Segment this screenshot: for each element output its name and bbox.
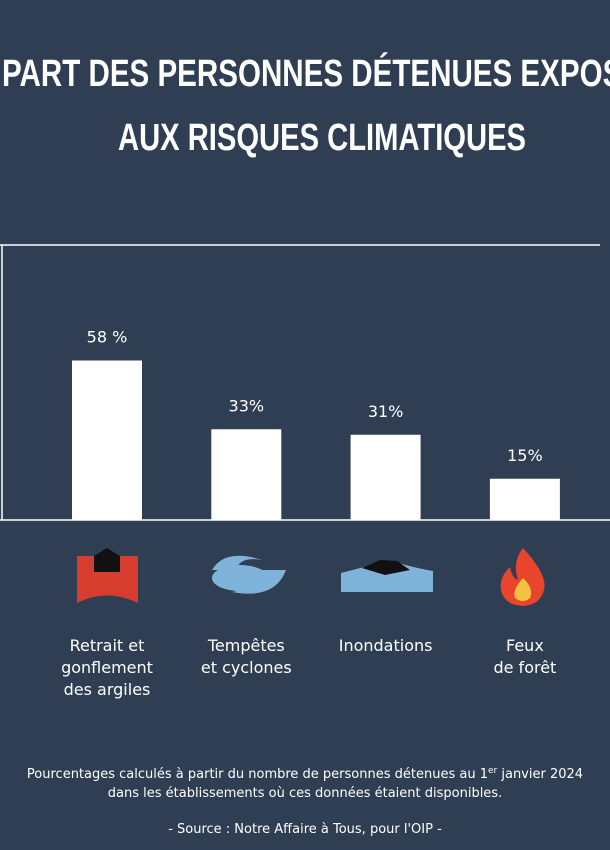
x-tick-label: Tempêtes et cyclones [201,636,292,677]
bar [489,478,560,520]
source: - Source : Notre Affaire à Tous, pour l'… [168,822,442,837]
value-label: 31% [368,402,404,421]
x-tick-label: Feux de forêt [493,636,556,677]
note-text: Pourcentages calculés à partir du nombre… [27,767,488,782]
value-label: 33% [229,396,265,415]
bar [211,429,282,520]
note: dans les établissements où ces données é… [108,786,502,801]
bar [72,360,142,520]
note-text: janvier 2024 [497,767,583,782]
value-label: 58 % [87,328,128,347]
x-tick-label: Inondations [339,636,433,655]
bar [350,434,421,520]
icon [212,555,286,594]
x-tick-label: Retrait et gonflement des argiles [61,636,153,699]
note: Pourcentages calculés à partir du nombre… [27,766,583,782]
chart-title: AUX RISQUES CLIMATIQUES [118,117,526,159]
icon [341,560,433,592]
value-label: 15% [507,446,543,465]
icon [500,548,545,606]
icon [77,548,138,603]
chart-title: PART DES PERSONNES DÉTENUES EXPOSÉ [2,51,610,95]
note-sup: er [488,766,498,776]
